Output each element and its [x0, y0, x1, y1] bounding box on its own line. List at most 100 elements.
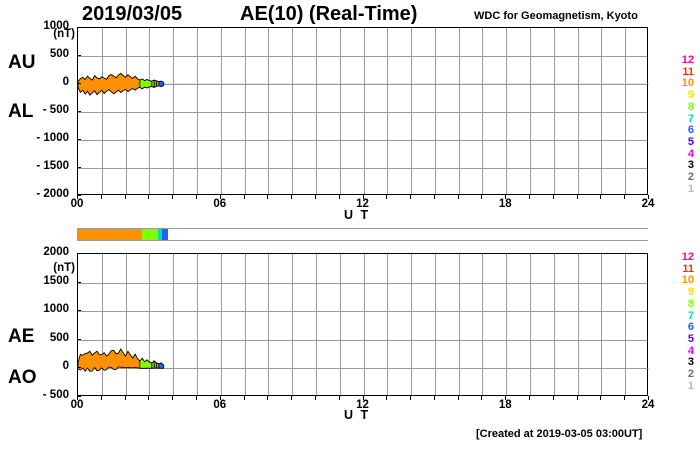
au-label: AU [8, 52, 36, 73]
x-tick-mark [125, 195, 126, 199]
x-tick-mark [600, 396, 601, 400]
x-tick-mark [125, 396, 126, 400]
gridline-vertical [340, 254, 341, 395]
gridline-vertical [459, 254, 460, 395]
x-tick-mark [101, 195, 102, 199]
x-tick-mark [148, 396, 149, 400]
legend-item-2: 2 [687, 368, 694, 380]
au-al-plot-area [77, 27, 649, 195]
colorbar-segment-5 [168, 229, 649, 240]
x-tick-mark [434, 195, 435, 199]
gridline-vertical [578, 28, 579, 194]
x-tick-mark [172, 396, 173, 400]
bottom-x-axis-title: U T [344, 408, 371, 422]
activity-tail-2 [158, 80, 165, 87]
x-tick-label: 12 [356, 399, 369, 411]
legend-item-4: 4 [687, 147, 694, 160]
x-tick-mark [267, 195, 268, 199]
x-tick-mark [196, 195, 197, 199]
x-tick-mark [458, 195, 459, 199]
x-tick-label: 24 [641, 198, 655, 210]
legend-item-5: 5 [687, 135, 694, 148]
gridline-vertical [245, 254, 246, 395]
gridline-horizontal [78, 340, 647, 341]
gridline-vertical [340, 28, 341, 194]
bottom-y-axis-unit: (nT) [53, 262, 75, 274]
top-y-axis-unit: (nT) [53, 28, 75, 40]
legend-item-12: 12 [681, 54, 694, 66]
x-tick-mark [291, 396, 292, 400]
legend-item-3: 3 [687, 356, 694, 369]
x-tick-label: 06 [213, 399, 227, 411]
gridline-vertical [530, 254, 531, 395]
gridline-vertical [601, 254, 602, 395]
y-tick-mark [77, 396, 81, 397]
gridline-vertical [102, 254, 103, 395]
x-tick-label: 24 [641, 399, 655, 411]
gridline-vertical [221, 28, 222, 194]
x-tick-mark [624, 396, 625, 400]
legend-item-11: 11 [682, 65, 694, 78]
x-tick-mark [101, 396, 102, 400]
x-tick-label: 06 [213, 198, 227, 210]
gridline-vertical [625, 28, 626, 194]
x-tick-mark [363, 195, 364, 199]
page-title-index: AE(10) (Real-Time) [240, 3, 418, 25]
top-x-axis-title: U T [344, 208, 371, 222]
gridline-vertical [292, 254, 293, 395]
x-tick-mark [505, 195, 506, 199]
legend-item-7: 7 [687, 309, 694, 322]
x-tick-mark [410, 396, 411, 400]
x-tick-mark [505, 396, 506, 400]
gridline-vertical [459, 28, 460, 194]
y-tick-label: - 1000 [36, 132, 69, 144]
gridline-horizontal [78, 283, 647, 284]
legend-item-6: 6 [687, 124, 694, 137]
y-tick-label: 2000 [43, 246, 69, 258]
ae-ao-trace [77, 348, 649, 373]
y-tick-mark [77, 339, 81, 340]
activity-tail-1 [153, 360, 157, 369]
x-tick-mark [410, 195, 411, 199]
y-tick-label: - 500 [42, 104, 69, 116]
gridline-vertical [482, 28, 483, 194]
y-tick-label: - 1500 [36, 160, 69, 172]
y-tick-mark [77, 167, 81, 168]
x-tick-mark [624, 195, 625, 199]
gridline-horizontal [78, 168, 647, 169]
activity-tail-2 [158, 362, 165, 369]
x-tick-mark [220, 396, 221, 400]
gridline-vertical [126, 28, 127, 194]
gridline-vertical [173, 254, 174, 395]
activity-tail-1 [153, 79, 157, 88]
legend-item-10: 10 [681, 77, 694, 90]
gridline-vertical [149, 28, 150, 194]
x-tick-mark [458, 396, 459, 400]
gridline-vertical [268, 254, 269, 395]
legend-item-9: 9 [687, 89, 694, 102]
colorbar-segment-0 [78, 229, 112, 240]
gridline-vertical [387, 28, 388, 194]
x-tick-mark [648, 195, 649, 199]
gridline-vertical [411, 28, 412, 194]
x-tick-mark [386, 195, 387, 199]
gridline-vertical [411, 254, 412, 395]
gridline-horizontal [78, 311, 647, 312]
gridline-vertical [316, 254, 317, 395]
x-tick-mark [244, 396, 245, 400]
x-tick-mark [600, 195, 601, 199]
y-tick-label: 1000 [43, 303, 69, 316]
legend-item-1: 1 [687, 182, 694, 195]
gridline-vertical [554, 28, 555, 194]
y-tick-label: - 2000 [36, 188, 69, 200]
gridline-vertical [578, 254, 579, 395]
x-tick-mark [291, 195, 292, 199]
activity-tail-0 [139, 78, 153, 90]
gridline-vertical [435, 28, 436, 194]
ao-label: AO [8, 367, 37, 388]
credit-label: WDC for Geomagnetism, Kyoto [474, 10, 638, 22]
gridline-vertical [245, 28, 246, 194]
x-tick-mark [267, 396, 268, 400]
x-tick-mark [315, 195, 316, 199]
y-tick-mark [77, 55, 81, 56]
